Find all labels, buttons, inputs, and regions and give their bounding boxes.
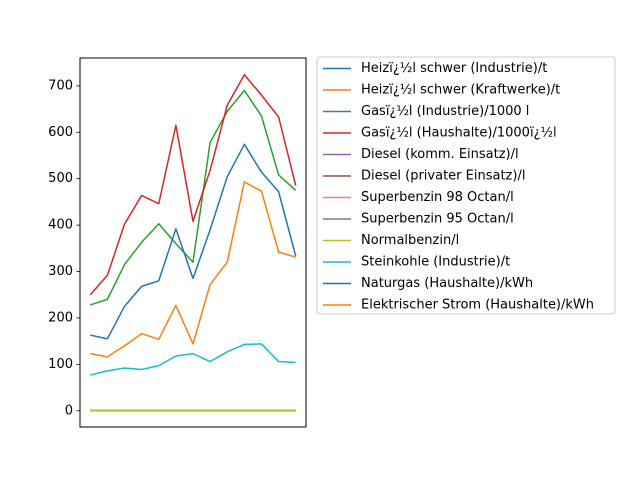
legend-label: Steinkohle (Industrie)/t: [361, 255, 510, 270]
y-tick-label: 600: [48, 125, 73, 140]
y-tick-label: 400: [48, 218, 73, 233]
series-line-11: [90, 181, 296, 358]
legend-label: Diesel (privater Einsatz)/l: [361, 169, 525, 184]
series-line-3: [89, 73, 297, 296]
legend-label: Superbenzin 95 Octan/l: [361, 212, 514, 227]
legend-label: Normalbenzin/l: [361, 233, 459, 248]
y-tick-label: 300: [48, 264, 73, 279]
legend-label: Heizï¿½l schwer (Industrie)/t: [361, 61, 547, 76]
legend-label: Gasï¿½l (Industrie)/1000 l: [361, 104, 529, 119]
y-axis: 0 100 200 300 400 500 600 700: [48, 78, 80, 418]
series-line-9: [90, 343, 296, 376]
legend-box: [316, 56, 616, 315]
y-tick-label: 200: [48, 310, 73, 325]
legend: Heizï¿½l schwer (Industrie)/t Heizï¿½l sc…: [316, 56, 616, 315]
y-tick-label: 700: [48, 78, 73, 93]
series-lines: [89, 73, 297, 412]
legend-label: Elektrischer Strom (Haushalte)/kWh: [361, 298, 594, 313]
legend-label: Naturgas (Haushalte)/kWh: [361, 276, 533, 291]
series-line-10: [90, 143, 297, 340]
legend-label: Diesel (komm. Einsatz)/l: [361, 147, 519, 162]
y-tick-label: 0: [65, 403, 73, 418]
legend-label: Superbenzin 98 Octan/l: [361, 190, 514, 205]
series-line-2: [90, 89, 297, 306]
y-tick-label: 100: [48, 357, 73, 372]
y-tick-label: 500: [48, 171, 73, 186]
axes-frame: [79, 57, 307, 428]
legend-label: Gasï¿½l (Haushalte)/1000ï¿½l: [361, 126, 557, 141]
legend-label: Heizï¿½l schwer (Kraftwerke)/t: [361, 83, 560, 98]
